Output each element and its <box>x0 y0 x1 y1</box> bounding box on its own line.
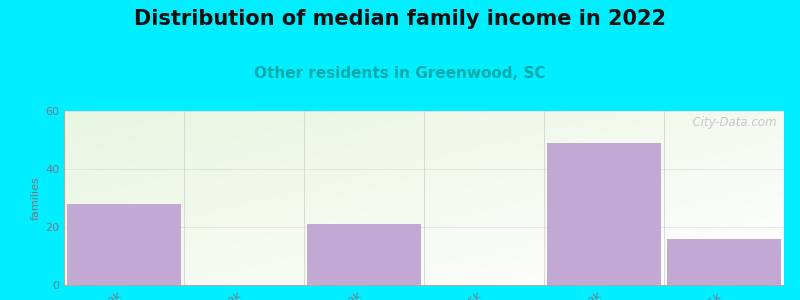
Text: Other residents in Greenwood, SC: Other residents in Greenwood, SC <box>254 66 546 81</box>
Text: City-Data.com: City-Data.com <box>685 116 777 129</box>
Bar <box>67 204 181 285</box>
Bar <box>307 224 421 285</box>
Bar <box>667 238 781 285</box>
Bar <box>547 143 661 285</box>
Text: Distribution of median family income in 2022: Distribution of median family income in … <box>134 9 666 29</box>
Y-axis label: families: families <box>31 176 41 220</box>
